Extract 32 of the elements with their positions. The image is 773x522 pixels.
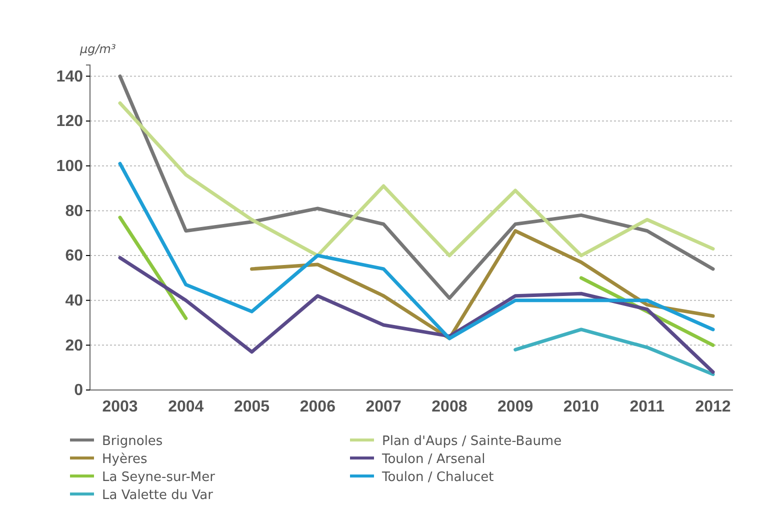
- x-tick-label: 2003: [102, 398, 138, 416]
- x-tick-label: 2009: [498, 398, 534, 416]
- legend-label: La Seyne-sur-Mer: [102, 470, 216, 485]
- y-tick-label: 60: [65, 248, 84, 265]
- x-tick-label: 2004: [168, 398, 204, 416]
- x-tick-label: 2007: [366, 398, 402, 416]
- x-tick-label: 2012: [695, 398, 731, 416]
- y-tick-label: 40: [65, 292, 84, 310]
- legend-label: La Valette du Var: [102, 488, 214, 503]
- y-tick-label: 100: [56, 158, 84, 175]
- x-tick-label: 2010: [563, 398, 600, 416]
- legend-label: Plan d'Aups / Sainte-Baume: [382, 434, 562, 449]
- line-series: [118, 74, 715, 300]
- x-tick-label: 2011: [630, 398, 665, 416]
- legend-label: Toulon / Chalucet: [381, 470, 494, 485]
- y-tick-label: 80: [65, 202, 84, 220]
- y-tick-label: 140: [56, 68, 84, 86]
- legend-label: Toulon / Arsenal: [381, 452, 486, 467]
- legend-label: Brignoles: [102, 434, 163, 449]
- line-series: [250, 229, 715, 340]
- y-tick-label: 120: [56, 113, 84, 130]
- x-tick-label: 2008: [432, 398, 468, 416]
- x-tick-label: 2005: [234, 398, 270, 416]
- y-tick-label: 20: [65, 337, 84, 354]
- y-tick-label: 0: [74, 382, 84, 400]
- y-axis-title: µg/m³: [79, 42, 116, 56]
- x-tick-label: 2006: [300, 398, 336, 416]
- line-series: [118, 162, 715, 340]
- line-series: [514, 328, 715, 376]
- line-series: [118, 256, 715, 374]
- line-series: [118, 101, 715, 258]
- legend-label: Hyères: [102, 452, 148, 467]
